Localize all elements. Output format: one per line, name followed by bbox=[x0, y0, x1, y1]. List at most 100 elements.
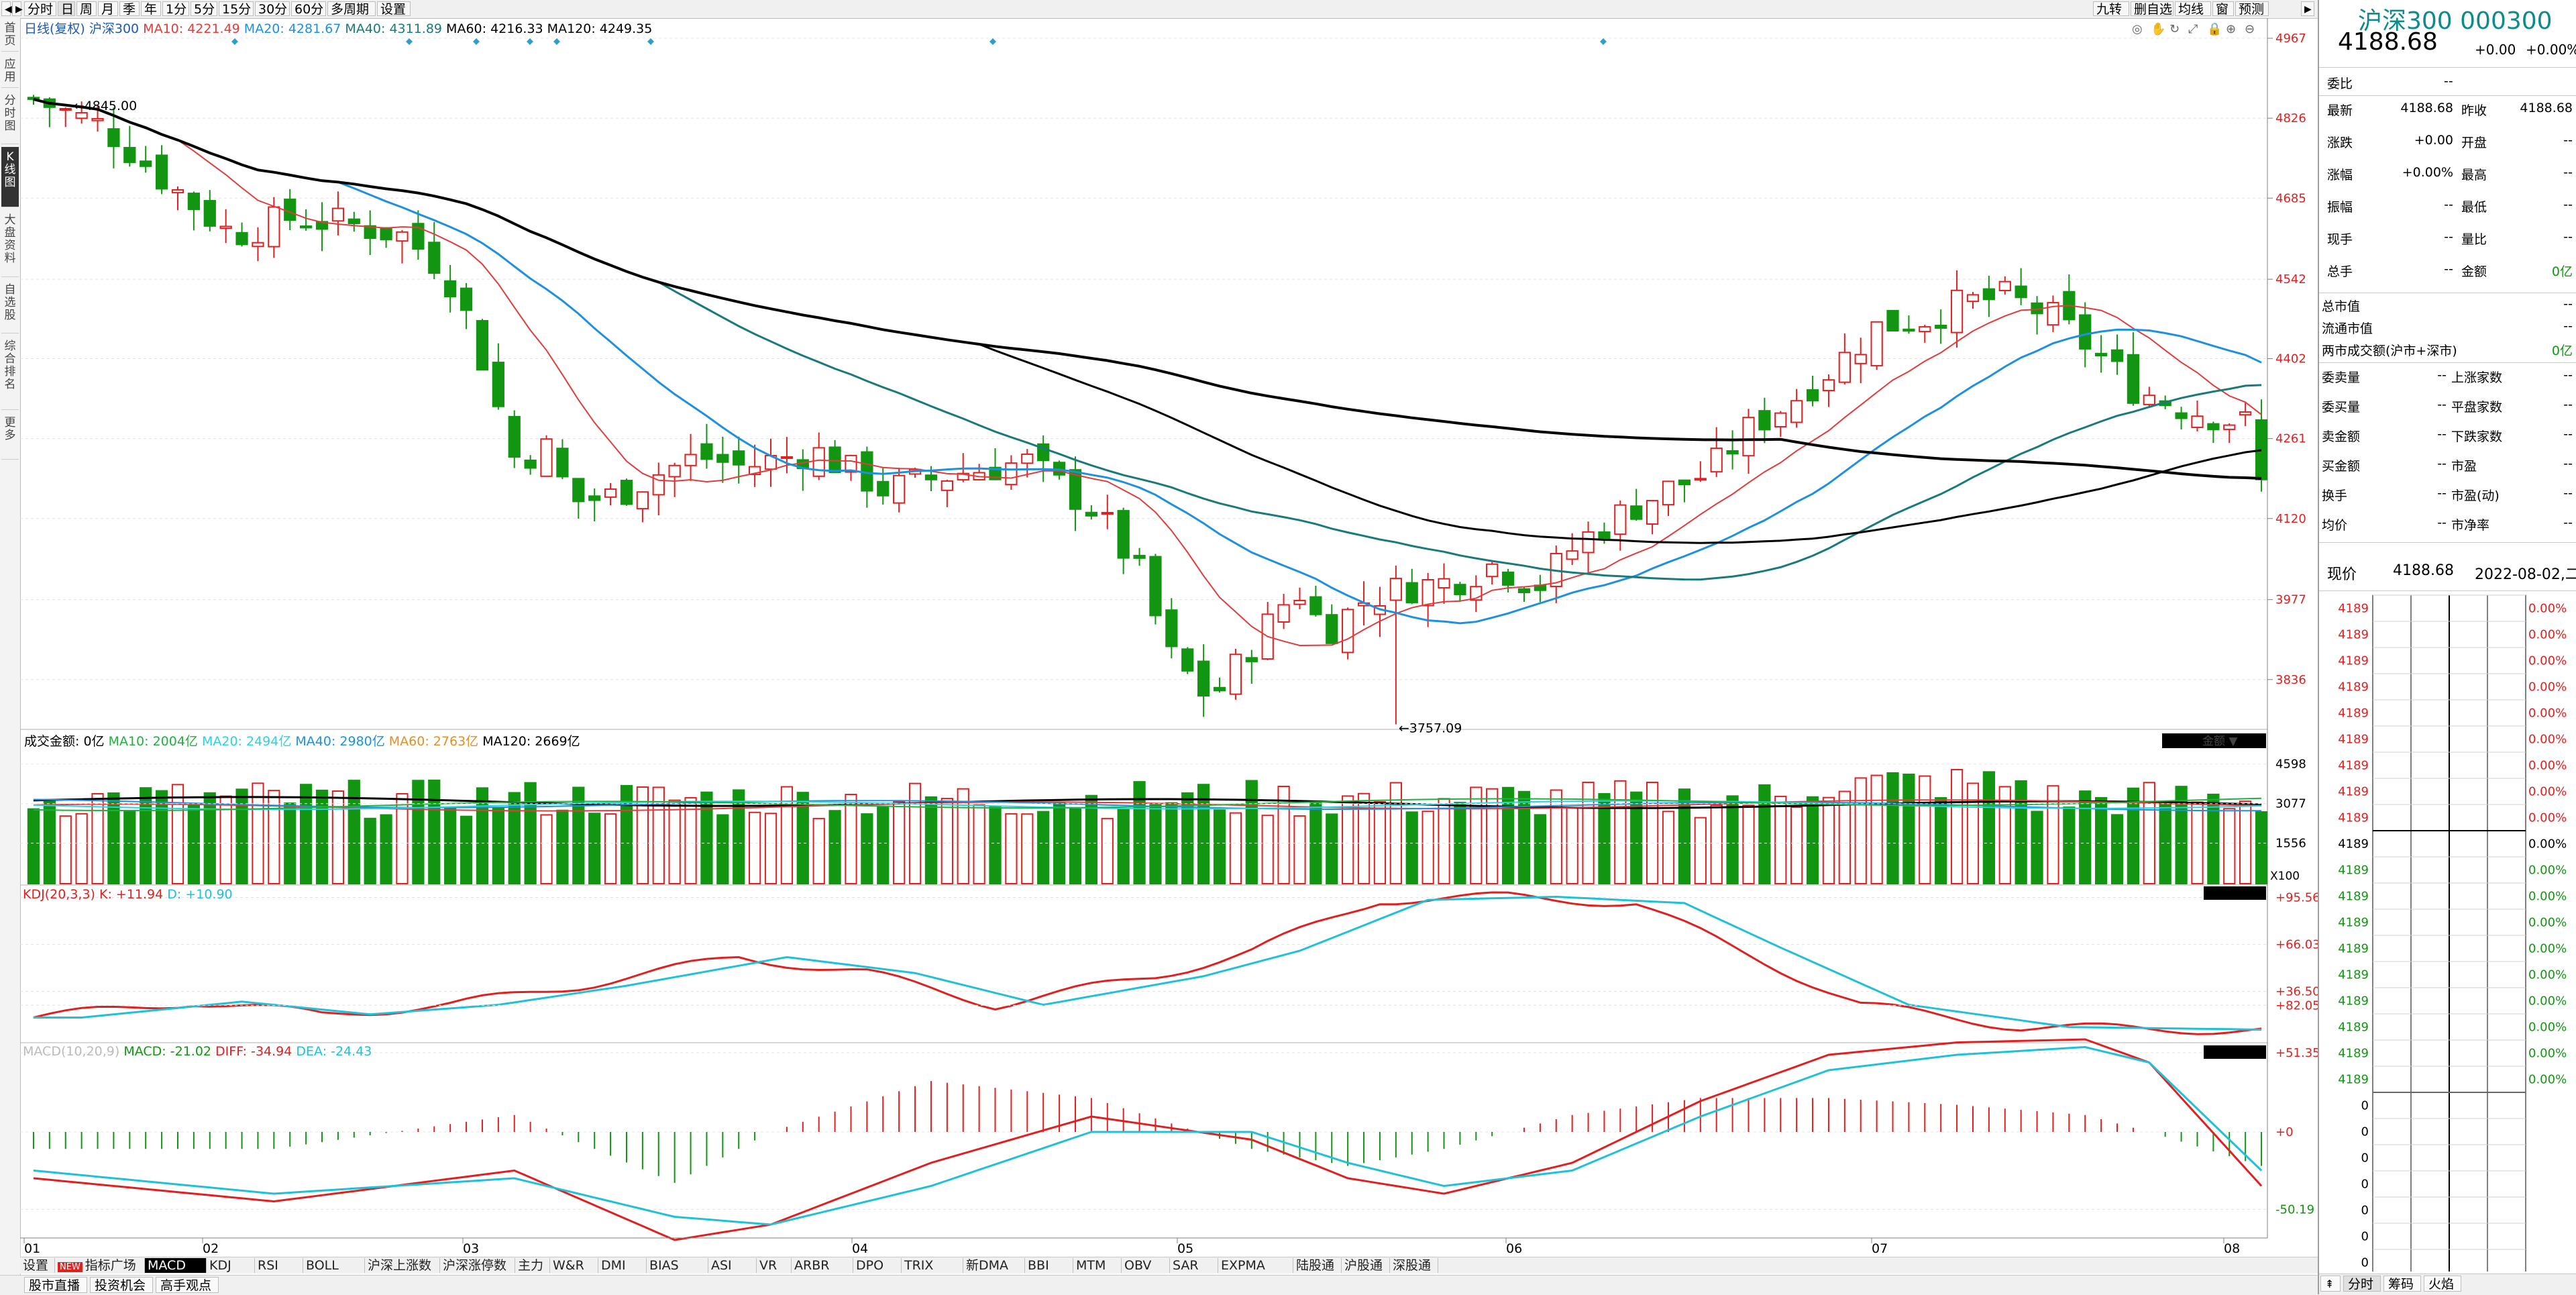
event-marker-icon[interactable] bbox=[473, 38, 480, 45]
chart-tool-icon[interactable]: ◎ bbox=[2132, 22, 2143, 36]
panel-tab[interactable]: 火焰 bbox=[2424, 1276, 2461, 1292]
indicator-tab[interactable]: W&R bbox=[550, 1258, 598, 1273]
indicator-tab[interactable]: 沪深涨停数 bbox=[440, 1258, 515, 1273]
indicator-tab[interactable]: RSI bbox=[255, 1258, 303, 1273]
indicator-tab[interactable]: KDJ bbox=[207, 1258, 255, 1273]
volume-bar bbox=[27, 808, 40, 884]
indicator-tab[interactable]: BOLL bbox=[303, 1258, 365, 1273]
period-button[interactable]: 季 bbox=[119, 1, 140, 17]
indicator-tab[interactable]: MTM bbox=[1073, 1258, 1122, 1273]
indicator-tab[interactable]: VR bbox=[757, 1258, 792, 1273]
period-button[interactable]: 年 bbox=[141, 1, 161, 17]
market-value-label: 流通市值 bbox=[2322, 321, 2373, 336]
left-nav-item[interactable]: K线图 bbox=[1, 147, 19, 207]
candle-body bbox=[412, 223, 425, 250]
indicator-tab-label: MACD bbox=[148, 1258, 186, 1273]
scroll-left-icon[interactable]: ◀ bbox=[1, 1, 12, 16]
chart-tool-icon[interactable]: 🔒 bbox=[2207, 22, 2222, 36]
event-marker-icon[interactable] bbox=[527, 38, 533, 45]
indicator-tab[interactable]: DMI bbox=[598, 1258, 647, 1273]
panel-toggle-icon[interactable]: ▶ bbox=[2301, 1, 2314, 16]
indicator-tab[interactable]: 主力 bbox=[515, 1258, 550, 1273]
toolbar-right-button[interactable]: 九转 bbox=[2093, 1, 2129, 17]
left-nav-item[interactable]: 应用 bbox=[1, 54, 19, 88]
period-button[interactable]: 周 bbox=[76, 1, 97, 17]
event-marker-icon[interactable] bbox=[989, 38, 996, 45]
indicator-tab[interactable]: BBI bbox=[1025, 1258, 1073, 1273]
indicator-tab[interactable]: ARBR bbox=[792, 1258, 853, 1273]
candle-body bbox=[187, 193, 200, 211]
kdj-settings-button[interactable] bbox=[2204, 886, 2266, 900]
volume-unit-button[interactable] bbox=[2162, 733, 2266, 748]
status-button[interactable]: 投资机会 bbox=[90, 1277, 153, 1293]
volume-bar bbox=[1614, 780, 1627, 885]
indicator-tab[interactable]: TRIX bbox=[902, 1258, 963, 1273]
status-button[interactable]: 股市直播 bbox=[24, 1277, 87, 1293]
volume-bar bbox=[780, 786, 794, 885]
indicator-tab[interactable]: BIAS bbox=[647, 1258, 708, 1273]
panel-tab[interactable]: 分时 bbox=[2343, 1276, 2381, 1292]
kdj-panel-frame bbox=[20, 884, 2268, 1043]
chart-tool-icon[interactable]: ✋ bbox=[2151, 21, 2165, 36]
event-marker-icon[interactable] bbox=[231, 38, 238, 45]
period-button[interactable]: 1分 bbox=[162, 1, 189, 17]
indicator-tab[interactable]: EXPMA bbox=[1218, 1258, 1293, 1273]
left-nav-item[interactable]: 首页 bbox=[1, 18, 19, 52]
toolbar-right-button[interactable]: 删自选 bbox=[2131, 1, 2174, 17]
indicator-tab[interactable]: SAR bbox=[1170, 1258, 1218, 1273]
event-marker-icon[interactable] bbox=[1600, 38, 1607, 45]
left-nav-item[interactable]: 更多 bbox=[1, 413, 19, 460]
period-button[interactable]: 5分 bbox=[191, 1, 217, 17]
period-button[interactable]: 30分 bbox=[255, 1, 290, 17]
quote-value: 4188.68 bbox=[2520, 101, 2573, 115]
candle-body bbox=[957, 472, 969, 481]
volume-bar bbox=[1389, 782, 1402, 885]
macd-settings-button[interactable] bbox=[2204, 1045, 2266, 1059]
toolbar-right-button[interactable]: 窗 bbox=[2212, 1, 2234, 17]
period-button[interactable]: 多周期 bbox=[327, 1, 376, 17]
candle-body bbox=[893, 474, 906, 504]
indicator-tab[interactable]: OBV bbox=[1122, 1258, 1170, 1273]
indicator-tab[interactable]: 沪股通 bbox=[1342, 1258, 1390, 1273]
period-button[interactable]: 日 bbox=[58, 1, 75, 17]
event-marker-icon[interactable] bbox=[406, 38, 413, 45]
panel-tab[interactable]: 筹码 bbox=[2383, 1276, 2421, 1292]
period-button[interactable]: 60分 bbox=[291, 1, 326, 17]
chart-tool-icon[interactable]: ⤢ bbox=[2188, 22, 2198, 36]
left-nav-item[interactable]: 大盘资料 bbox=[1, 210, 19, 277]
event-marker-icon[interactable] bbox=[647, 38, 654, 45]
indicator-tab[interactable]: MACD bbox=[145, 1258, 207, 1273]
indicator-tab[interactable]: NEW 指标广场 bbox=[55, 1258, 145, 1273]
pin-icon[interactable]: ⇞ bbox=[2320, 1276, 2341, 1292]
indicator-tab[interactable]: ASI bbox=[708, 1258, 757, 1273]
candle-body bbox=[1870, 321, 1883, 367]
left-nav-item[interactable]: 分时图 bbox=[1, 91, 19, 144]
volume-bar bbox=[155, 790, 168, 884]
indicator-tab[interactable]: DPO bbox=[853, 1258, 902, 1273]
volume-bar bbox=[812, 817, 825, 885]
chart-tool-icon[interactable]: ⊕ bbox=[2226, 22, 2236, 36]
chart-tool-icon[interactable]: ↻ bbox=[2169, 22, 2180, 36]
scroll-right-icon[interactable]: ▶ bbox=[12, 1, 23, 16]
period-button[interactable]: 分时 bbox=[24, 1, 56, 17]
status-button[interactable]: 高手观点 bbox=[156, 1277, 219, 1293]
period-button[interactable]: 月 bbox=[98, 1, 118, 17]
indicator-tab[interactable]: 沪深上涨数 bbox=[365, 1258, 440, 1273]
period-button[interactable]: 15分 bbox=[219, 1, 254, 17]
indicator-tab[interactable]: 陆股通 bbox=[1293, 1258, 1342, 1273]
kline-chart-area[interactable]: 4967 4826 4685 4542 4402 4261 4120 3977 3836 ←484… bbox=[20, 18, 2318, 1257]
indicator-tab[interactable]: 设置 bbox=[20, 1258, 55, 1273]
chart-tool-icon[interactable]: ⊖ bbox=[2245, 22, 2255, 36]
toolbar-right-button[interactable]: 均线 bbox=[2175, 1, 2211, 17]
volume-bar bbox=[2255, 811, 2268, 885]
indicator-tab[interactable]: 深股通 bbox=[1390, 1258, 1438, 1273]
indicator-tab-label: 设置 bbox=[23, 1258, 49, 1273]
period-button[interactable]: 设置 bbox=[377, 1, 411, 17]
event-marker-icon[interactable] bbox=[553, 38, 560, 45]
indicator-tab[interactable]: 新DMA bbox=[963, 1258, 1025, 1273]
left-nav-item[interactable]: 综合排名 bbox=[1, 336, 19, 410]
quote-label: 最新 bbox=[2327, 103, 2353, 118]
toolbar-right-button[interactable]: 预测 bbox=[2235, 1, 2269, 17]
candle-body bbox=[1758, 410, 1771, 431]
left-nav-item[interactable]: 自选股 bbox=[1, 280, 19, 333]
